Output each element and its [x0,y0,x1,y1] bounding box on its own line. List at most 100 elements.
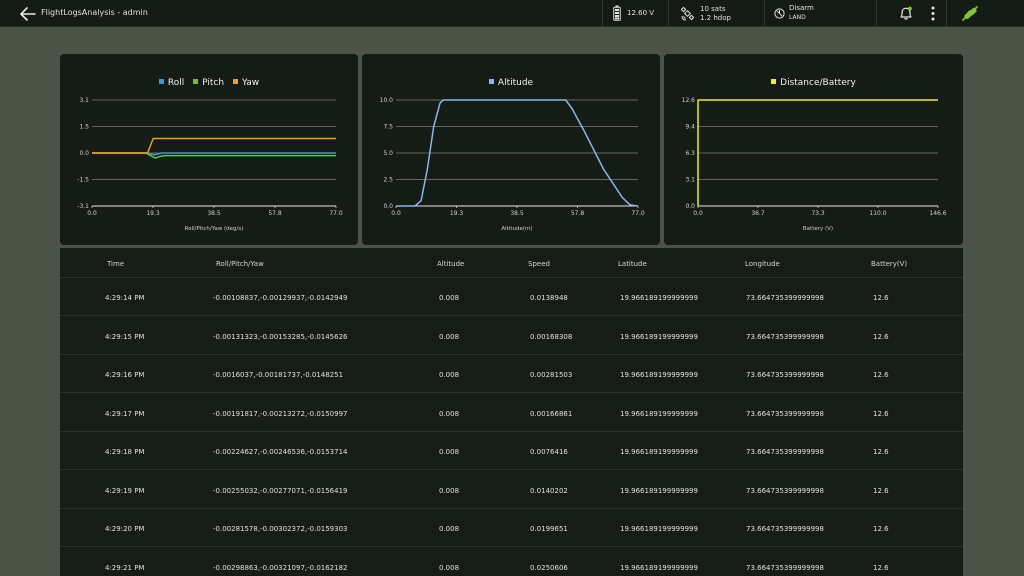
legend-item-roll[interactable]: Roll [158,78,184,88]
y-tick-label: 0.0 [383,203,393,210]
cell-latitude: 19.966189199999999 [620,563,698,572]
cell-time: 4:29:17 PM [105,409,145,418]
cell-roll-pitch-yaw: -0.0016037,-0.00181737,-0.0148251 [213,371,344,379]
cell-speed: 0.0250606 [530,563,568,572]
altitude-chart-panel: Altitude 10.0 7.5 5.0 2.5 0.0 0.0 19.3 38.5 57.8… [362,54,660,245]
cell-time: 4:29:14 PM [105,294,145,302]
legend-swatch-altitude [488,79,494,84]
cell-time: 4:29:20 PM [105,525,145,533]
cell-longitude: 73.664735399999998 [746,371,824,379]
cell-latitude: 19.966189199999999 [620,371,698,379]
cell-latitude: 19.966189199999999 [620,294,698,302]
x-tick-label: 36.7 [751,210,765,217]
cell-time: 4:29:21 PM [105,563,145,572]
cell-time: 4:29:15 PM [105,332,145,341]
rpy-chart-panel: Roll Pitch Yaw 3.1 1.5 0.0 -1.5 -3.1 0.0 19.3 3… [60,54,358,245]
cell-battery: 12.6 [873,448,889,456]
y-tick-label: 3.1 [79,97,89,104]
column-header-altitude[interactable]: Altitude [437,260,465,268]
table-row[interactable]: 4:29:15 PM -0.00131323,-0.00153285,-0.014… [60,317,963,355]
cell-time: 4:29:16 PM [105,371,145,379]
cell-longitude: 73.664735399999998 [746,448,824,456]
column-header-battery[interactable]: Battery(V) [871,260,908,268]
divider [602,0,603,27]
arm-state: Disarm [789,4,814,12]
x-axis-label: Altitude(m) [501,226,532,232]
rpy-chart: 3.11.50.0-1.5-3.10.0 19.3 38.5 57.8 77.0Roll… [77,97,343,232]
battery-voltage: 12.60 V [627,9,655,17]
column-header-time[interactable]: Time [107,260,125,268]
x-tick-label: 0.0 [693,210,703,217]
legend-item-yaw[interactable]: Yaw [232,78,260,88]
cell-speed: 0.0076416 [530,448,568,456]
table-row[interactable]: 4:29:18 PM -0.00224627,-0.00246536,-0.015… [60,432,963,470]
cell-roll-pitch-yaw: -0.00255032,-0.00277071,-0.0156419 [213,486,348,495]
cell-time: 4:29:18 PM [105,448,145,456]
x-tick-label: 77.0 [631,210,645,217]
cell-altitude: 0.008 [439,294,460,302]
cell-speed: 0.00166861 [530,409,573,418]
legend-item-altitude[interactable]: Altitude [488,78,533,88]
altitude-chart: 10.0 7.5 5.0 2.5 0.00.0 19.3 38.5 57.8 77.0 Altit… [380,97,645,232]
cell-roll-pitch-yaw: -0.00224627,-0.00246536,-0.0153714 [213,448,348,456]
column-header-roll-pitch-yaw[interactable]: Roll/Pitch/Yaw [216,260,264,268]
bell-icon[interactable] [898,5,914,21]
x-axis-label: Battery (V) [803,226,833,232]
legend-item-pitch[interactable]: Pitch [193,78,224,88]
satellite-icon [680,6,695,25]
x-tick-label: 57.8 [571,210,585,217]
column-header-speed[interactable]: Speed [528,260,550,268]
cell-latitude: 19.966189199999999 [620,332,698,341]
y-tick-label: 0.0 [79,150,89,157]
flight-log-table: Time Roll/Pitch/Yaw Altitude Speed Latit… [60,248,963,576]
y-tick-label: 5.0 [383,150,393,157]
cell-battery: 12.6 [873,409,889,418]
x-tick-label: 38.5 [510,210,524,217]
cell-roll-pitch-yaw: -0.00298863,-0.00321097,-0.0162182 [213,563,348,572]
table-row[interactable]: 4:29:14 PM -0.00108837,-0.00129937,-0.014… [60,278,963,316]
table-row[interactable]: 4:29:19 PM -0.00255032,-0.00277071,-0.015… [60,471,963,509]
cell-roll-pitch-yaw: -0.00281578,-0.00302372,-0.0159303 [213,525,348,533]
cell-altitude: 0.008 [439,525,460,533]
y-tick-label: 0.0 [685,203,695,210]
cell-speed: 0.0199651 [530,525,568,533]
table-row[interactable]: 4:29:20 PM -0.00281578,-0.00302372,-0.015… [60,509,963,547]
cell-altitude: 0.008 [439,332,460,341]
cell-longitude: 73.664735399999998 [746,563,824,572]
arm-status-icon [774,4,785,23]
back-arrow-icon[interactable] [20,6,36,21]
legend-label-yaw: Yaw [241,78,260,88]
cell-speed: 0.0138948 [530,294,568,302]
table-row[interactable]: 4:29:17 PM -0.00191817,-0.00213272,-0.015… [60,394,963,432]
y-tick-label: 2.5 [383,177,393,184]
table-row[interactable]: 4:29:16 PM -0.0016037,-0.00181737,-0.0148… [60,355,963,393]
kebab-menu-icon[interactable] [930,5,936,22]
x-tick-label: 146.6 [929,210,946,217]
app-title: FlightLogsAnalysis - admin [41,8,148,17]
legend-item-distance-battery[interactable]: Distance/Battery [771,78,856,88]
legend-swatch-distance-battery [771,79,777,84]
table-row[interactable]: 4:29:21 PM -0.00298863,-0.00321097,-0.016… [60,548,963,576]
divider [764,0,765,27]
x-tick-label: 73.3 [811,210,825,217]
cell-latitude: 19.966189199999999 [620,486,698,495]
legend-swatch-pitch [193,79,199,84]
cell-longitude: 73.664735399999998 [746,486,824,495]
plug-icon[interactable] [961,5,979,22]
x-tick-label: 38.5 [207,210,221,217]
column-header-longitude[interactable]: Longitude [745,260,780,268]
y-tick-label: 9.4 [685,124,695,131]
y-tick-label: 1.5 [79,124,89,131]
divider [876,0,877,27]
cell-battery: 12.6 [873,563,889,572]
cell-roll-pitch-yaw: -0.00131323,-0.00153285,-0.0145626 [213,332,348,341]
x-tick-label: 0.0 [391,210,401,217]
arm-status: Disarm LAND [789,4,814,22]
column-header-latitude[interactable]: Latitude [618,260,647,268]
y-tick-label: 7.5 [383,124,393,131]
x-tick-label: 19.3 [450,210,464,217]
battery-legend: Distance/Battery [664,78,963,88]
cell-altitude: 0.008 [439,448,460,456]
x-tick-label: 57.8 [268,210,282,217]
series-line-pitch [92,152,336,159]
